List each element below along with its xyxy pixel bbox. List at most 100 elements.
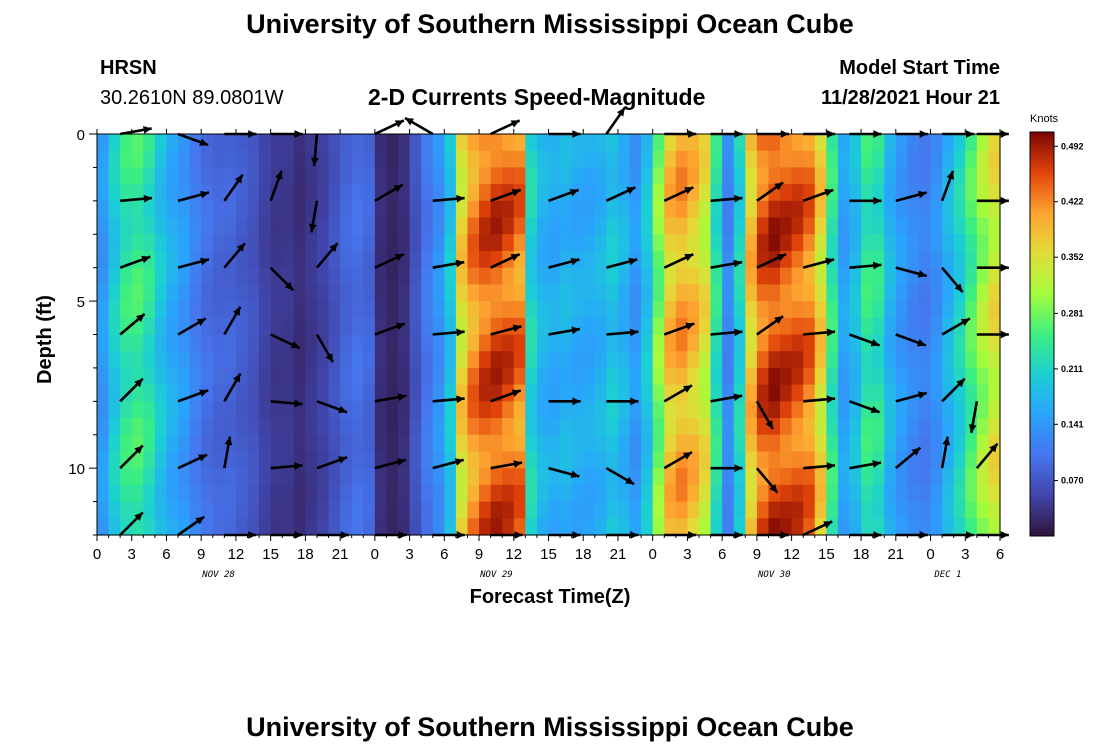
heat-cell [675, 284, 689, 302]
heat-cell [652, 351, 665, 369]
heat-cell [571, 301, 584, 319]
heat-cell [97, 184, 110, 202]
heat-cell [525, 184, 538, 202]
heat-cell [849, 150, 862, 169]
heat-cell [259, 284, 272, 302]
heat-cell [629, 351, 642, 369]
heat-cell [571, 501, 584, 519]
heat-cell [189, 351, 202, 369]
heat-cell [97, 384, 110, 402]
heat-cell [699, 351, 712, 369]
heat-cell [965, 434, 978, 453]
heat-cell [282, 250, 295, 269]
heat-cell [907, 217, 920, 235]
heat-cell [154, 184, 168, 202]
heat-cell [143, 250, 156, 269]
heat-cell [641, 167, 654, 185]
heat-cell [617, 418, 631, 436]
heat-cell [120, 334, 133, 352]
heat-cell [189, 250, 202, 269]
heat-cell [212, 234, 225, 252]
heat-cell [536, 267, 550, 285]
heat-cell [351, 184, 364, 202]
heat-cell [953, 501, 966, 519]
heat-cell [953, 217, 966, 235]
heat-cell [803, 284, 816, 302]
heat-cell [120, 217, 133, 235]
heat-cell [699, 184, 712, 202]
heat-cell [895, 250, 908, 269]
heat-cell [861, 317, 874, 336]
heat-cell [305, 384, 318, 402]
heat-cell [780, 134, 793, 152]
heat-cell [212, 501, 225, 519]
heat-cell [131, 184, 144, 202]
heat-cell [710, 518, 723, 536]
current-arrow [941, 377, 966, 403]
heat-cell [594, 317, 607, 336]
heat-cell [710, 250, 723, 269]
heat-cell [571, 518, 584, 536]
heat-cell [710, 351, 723, 369]
heat-cell [768, 284, 781, 302]
heat-cell [178, 401, 191, 419]
heat-cell [120, 150, 133, 169]
heat-cell [780, 434, 793, 453]
heat-cell [479, 418, 492, 436]
heat-cell [988, 184, 1001, 202]
heat-cell [120, 468, 133, 486]
heat-cell [583, 518, 596, 536]
heat-cell [884, 184, 897, 202]
x-tick-label: 0 [926, 546, 934, 563]
heat-cell [780, 418, 793, 436]
heat-cell [699, 217, 712, 235]
heat-cell [699, 367, 712, 386]
heat-cell [224, 167, 237, 185]
heat-cell [212, 184, 225, 202]
heat-cell [340, 451, 353, 469]
heat-cell [872, 434, 885, 453]
heat-cell [305, 367, 318, 386]
heat-cell [918, 351, 932, 369]
heat-cell [421, 384, 434, 402]
current-arrow [968, 401, 979, 434]
heat-cell [97, 367, 110, 386]
heat-cell [455, 284, 469, 302]
current-arrow [223, 306, 242, 336]
heat-cell [143, 367, 156, 386]
heat-cell [826, 150, 839, 169]
heat-cell [710, 167, 723, 185]
heat-cell [756, 484, 770, 503]
heat-cell [641, 284, 654, 302]
heat-cell [884, 250, 897, 269]
heat-cell [502, 150, 515, 169]
heat-cell [282, 317, 295, 336]
heat-cell [143, 317, 156, 336]
heat-cell [895, 167, 908, 185]
heat-cell [988, 518, 1001, 536]
heat-cell [803, 468, 816, 486]
heat-cell [536, 134, 550, 152]
heat-cell [224, 284, 237, 302]
heat-cell [247, 384, 260, 402]
heat-cell [120, 367, 133, 386]
heat-cell [270, 367, 283, 386]
heat-cell [386, 150, 399, 169]
x-tick-label: 12 [228, 546, 245, 563]
heat-cell [814, 468, 827, 486]
heat-cell [699, 418, 712, 436]
heat-cell [166, 334, 179, 352]
heat-cell [652, 501, 665, 519]
current-arrow [490, 188, 522, 203]
heat-cell [212, 401, 225, 419]
heat-cell [467, 167, 480, 185]
heat-cell [536, 234, 550, 252]
model-start-time: 11/28/2021 Hour 21 [820, 87, 1000, 109]
x-tick-label: 3 [961, 546, 969, 563]
heat-cell [664, 384, 677, 402]
heat-cell [548, 384, 561, 402]
heat-cell [490, 518, 503, 536]
heat-cell [976, 484, 990, 503]
heat-cell [201, 134, 214, 152]
heat-cell [571, 434, 584, 453]
